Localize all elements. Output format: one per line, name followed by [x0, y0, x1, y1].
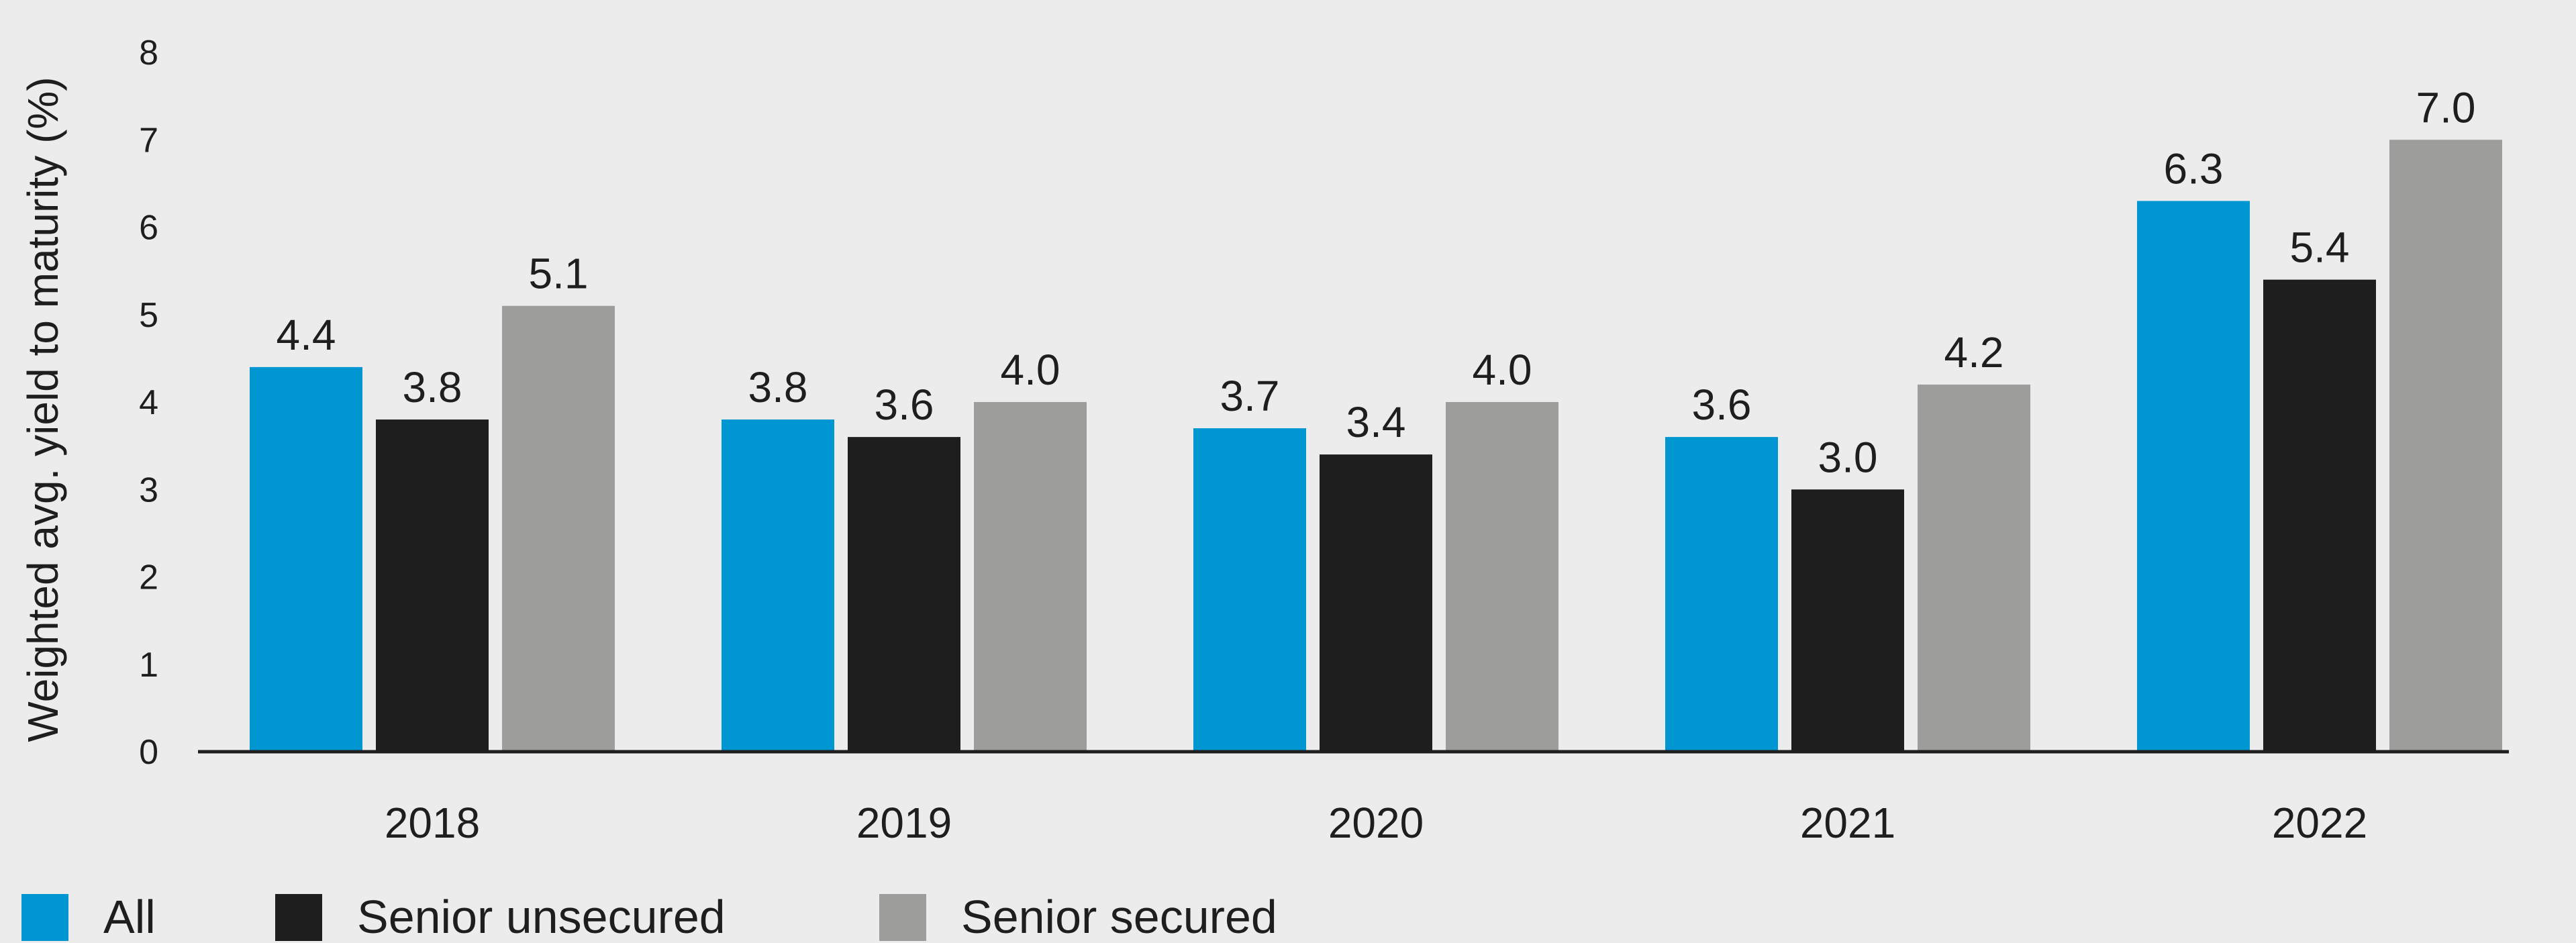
bar-senior-unsecured-2020	[1320, 454, 1432, 752]
data-label: 4.0	[1001, 346, 1060, 394]
data-label: 3.6	[1692, 381, 1752, 429]
data-label: 5.4	[2290, 224, 2350, 272]
bar-all-2021	[1665, 437, 1778, 752]
legend-swatch	[879, 894, 926, 941]
x-tick-label: 2020	[1328, 799, 1424, 847]
x-axis-labels: 2018 2019 2020 2021 2022	[385, 799, 2367, 847]
y-tick-label: 7	[139, 121, 158, 160]
data-label: 3.0	[1818, 433, 1878, 481]
data-label: 3.4	[1346, 398, 1406, 446]
bar-senior-secured-2022	[2389, 140, 2502, 752]
data-label: 3.8	[403, 363, 462, 411]
bar-senior-unsecured-2022	[2263, 279, 2376, 752]
bars	[250, 140, 2502, 752]
x-tick-label: 2022	[2272, 799, 2367, 847]
bar-all-2019	[722, 419, 834, 752]
y-tick-label: 8	[139, 34, 158, 72]
data-label: 6.3	[2164, 144, 2224, 193]
bar-senior-secured-2018	[502, 305, 615, 752]
bar-all-2022	[2137, 201, 2250, 752]
data-label: 3.6	[875, 381, 934, 429]
data-label: 4.0	[1473, 346, 1532, 394]
legend-label: Senior unsecured	[357, 891, 726, 943]
bar-senior-secured-2021	[1918, 384, 2030, 752]
data-label: 4.4	[277, 311, 336, 359]
data-label: 3.7	[1220, 372, 1280, 420]
legend: All Senior unsecured Senior secured	[21, 891, 1277, 943]
data-label: 7.0	[2416, 83, 2476, 132]
x-tick-label: 2021	[1800, 799, 1895, 847]
data-labels: 4.4 3.8 5.1 3.8 3.6 4.0 3.7 3.4 4.0 3.6 3.0 4.2 6.3 5…	[277, 83, 2476, 481]
bar-senior-unsecured-2018	[376, 419, 489, 752]
y-tick-label: 4	[139, 383, 158, 422]
bar-senior-secured-2020	[1446, 402, 1558, 752]
y-axis-ticks: 0 1 2 3 4 5 6 7 8	[139, 34, 158, 772]
bar-all-2020	[1193, 428, 1306, 752]
bar-all-2018	[250, 366, 362, 752]
y-tick-label: 0	[139, 733, 158, 772]
data-label: 4.2	[1944, 328, 2004, 377]
y-tick-label: 2	[139, 558, 158, 597]
x-tick-label: 2019	[856, 799, 952, 847]
y-axis-title: Weighted avg. yield to maturity (%)	[19, 77, 67, 742]
legend-label: Senior secured	[961, 891, 1277, 943]
y-tick-label: 1	[139, 646, 158, 685]
data-label: 3.8	[748, 363, 808, 411]
bar-senior-unsecured-2019	[848, 437, 960, 752]
legend-swatch	[275, 894, 322, 941]
data-label: 5.1	[529, 250, 589, 298]
bar-senior-unsecured-2021	[1791, 489, 1904, 752]
x-tick-label: 2018	[385, 799, 480, 847]
y-tick-label: 6	[139, 209, 158, 248]
legend-label: All	[103, 891, 156, 943]
y-tick-label: 5	[139, 296, 158, 335]
bar-senior-secured-2019	[974, 402, 1087, 752]
legend-swatch	[21, 894, 68, 941]
y-tick-label: 3	[139, 470, 158, 509]
